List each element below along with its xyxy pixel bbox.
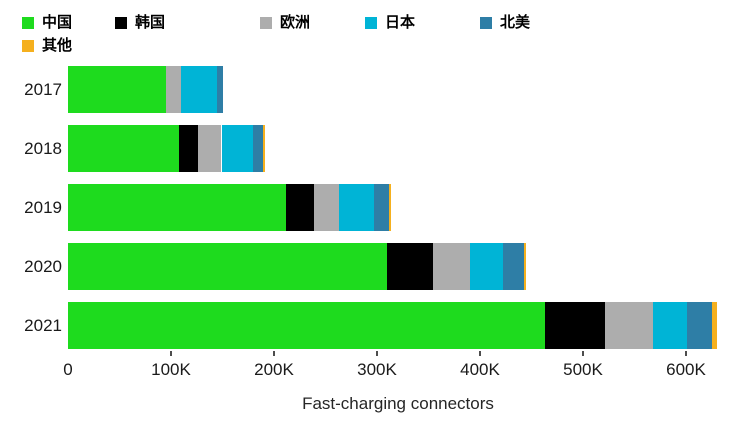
legend-swatch-china (22, 16, 34, 29)
x-tick-label-300K: 300K (357, 360, 397, 379)
legend-swatch-other (22, 39, 34, 52)
bar-2018-other (262, 125, 265, 172)
legend-item-north-america: 北美 (480, 15, 530, 30)
year-label-2021: 2021 (24, 315, 62, 335)
year-label-2018: 2018 (24, 138, 62, 158)
bar-2020-japan (469, 243, 503, 290)
bar-2019-china (68, 184, 287, 231)
year-label-2017: 2017 (24, 79, 62, 99)
bar-2020-south-korea (387, 243, 433, 290)
bar-2020-other (524, 243, 527, 290)
x-tick-label-0: 0 (63, 360, 73, 379)
bar-2021-north-america (687, 302, 712, 349)
legend-swatch-europe (260, 16, 272, 29)
x-tick-label-500K: 500K (563, 360, 603, 379)
legend-label-other: 其他 (42, 37, 73, 54)
bar-2018-europe (197, 125, 222, 172)
legend-label-europe: 欧洲 (280, 14, 311, 31)
legend-swatch-south-korea (115, 16, 127, 29)
bar-2020-china (68, 243, 388, 290)
bar-2017-europe (165, 66, 182, 113)
legend-swatch-japan (365, 16, 377, 29)
bar-2017-china (68, 66, 166, 113)
bar-2021-other (711, 302, 717, 349)
x-tick-100K (170, 351, 172, 356)
year-label-2019: 2019 (24, 197, 62, 217)
legend-item-china: 中国 (22, 15, 72, 30)
x-tick-label-600K: 600K (666, 360, 706, 379)
bar-2018-china (68, 125, 180, 172)
x-tick-label-400K: 400K (460, 360, 500, 379)
bar-2021-europe (604, 302, 653, 349)
bar-2020-europe (432, 243, 470, 290)
bar-2019-south-korea (286, 184, 315, 231)
legend-label-south-korea: 韩国 (135, 14, 166, 31)
legend-item-europe: 欧洲 (260, 15, 310, 30)
bar-2018-south-korea (179, 125, 198, 172)
bar-2019-other (389, 184, 392, 231)
bar-2018-japan (221, 125, 254, 172)
x-tick-600K (685, 351, 687, 356)
legend-label-north-america: 北美 (500, 14, 531, 31)
legend-item-japan: 日本 (365, 15, 415, 30)
legend-item-south-korea: 韩国 (115, 15, 165, 30)
bar-2021-south-korea (544, 302, 605, 349)
x-tick-400K (479, 351, 481, 356)
bar-2017-north-america (217, 66, 223, 113)
bar-2021-china (68, 302, 545, 349)
x-axis-title: Fast-charging connectors (302, 394, 494, 413)
bar-2021-japan (653, 302, 687, 349)
legend-item-other: 其他 (22, 38, 72, 53)
x-tick-500K (582, 351, 584, 356)
bar-2019-europe (314, 184, 339, 231)
x-tick-300K (376, 351, 378, 356)
x-tick-label-100K: 100K (151, 360, 191, 379)
year-label-2020: 2020 (24, 256, 62, 276)
x-tick-label-200K: 200K (254, 360, 294, 379)
bar-2017-japan (181, 66, 218, 113)
legend-swatch-north-america (480, 16, 492, 29)
bar-2019-north-america (373, 184, 390, 231)
bar-2020-north-america (502, 243, 525, 290)
x-tick-200K (273, 351, 275, 356)
bar-2018-north-america (253, 125, 263, 172)
bar-2019-japan (338, 184, 374, 231)
legend-label-japan: 日本 (385, 14, 416, 31)
legend-label-china: 中国 (42, 14, 73, 31)
